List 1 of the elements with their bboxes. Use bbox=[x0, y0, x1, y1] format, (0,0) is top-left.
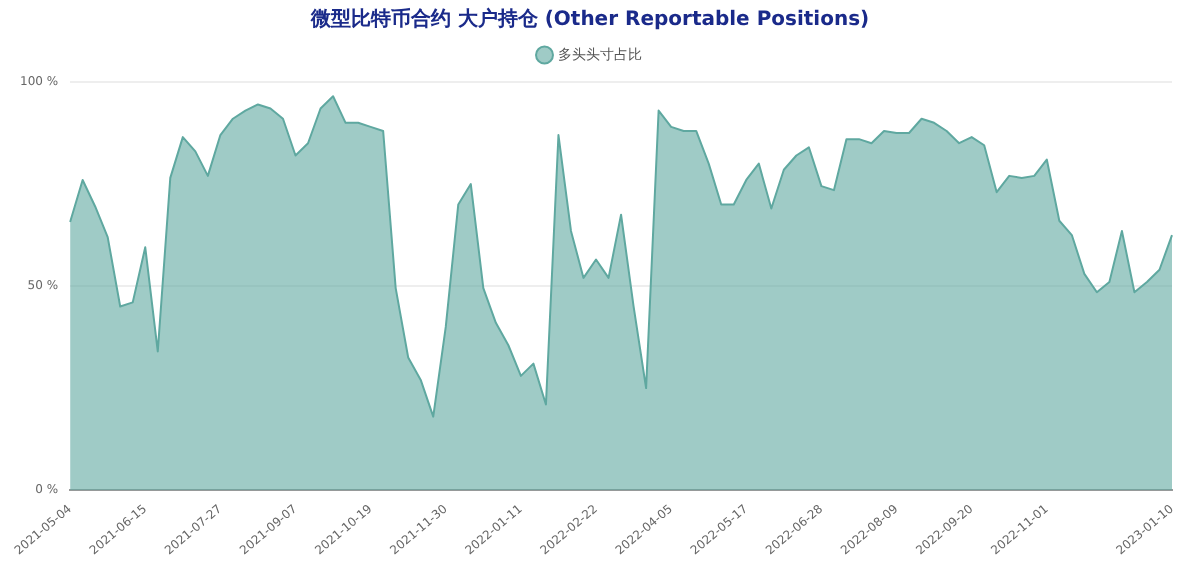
chart-title: 微型比特币合约 大户持仓 (Other Reportable Positions) bbox=[308, 7, 870, 32]
